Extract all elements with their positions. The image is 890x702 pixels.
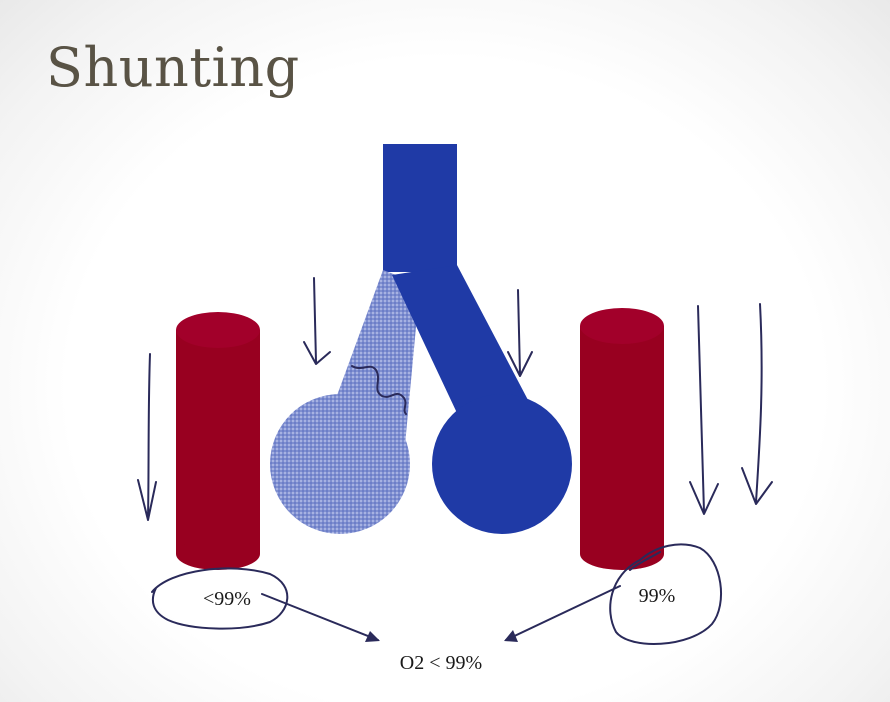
blockage-squiggle: [351, 365, 407, 415]
right-bronchus: [392, 265, 528, 430]
left-saturation-label: <99%: [203, 588, 251, 610]
flow-arrow-left-capillary: [137, 353, 157, 521]
flow-arrow-right-airway: [507, 289, 533, 377]
arrowhead-right: [504, 630, 518, 642]
right-saturation-label: 99%: [639, 585, 676, 607]
arrow-right-to-result: [505, 585, 621, 641]
right-capillary: [580, 308, 664, 570]
slide-title: Shunting: [46, 36, 300, 99]
right-saturation-tick: [629, 551, 661, 571]
arrow-left-to-result: [261, 593, 379, 641]
right-saturation-circle: [609, 543, 723, 645]
left-saturation-circle: [151, 567, 289, 630]
open-airway: [392, 265, 572, 534]
left-capillary: [176, 312, 260, 570]
trachea: [383, 144, 457, 272]
right-alveolus: [432, 394, 572, 534]
left-alveolus-blocked: [270, 394, 410, 534]
result-label: O2 < 99%: [400, 652, 482, 674]
flow-arrow-right-capillary-1: [689, 305, 719, 515]
arrowhead-left: [365, 631, 380, 642]
flow-arrow-left-airway: [303, 277, 331, 365]
flow-arrow-right-capillary-2: [741, 303, 773, 505]
blocked-airway: [270, 270, 420, 534]
